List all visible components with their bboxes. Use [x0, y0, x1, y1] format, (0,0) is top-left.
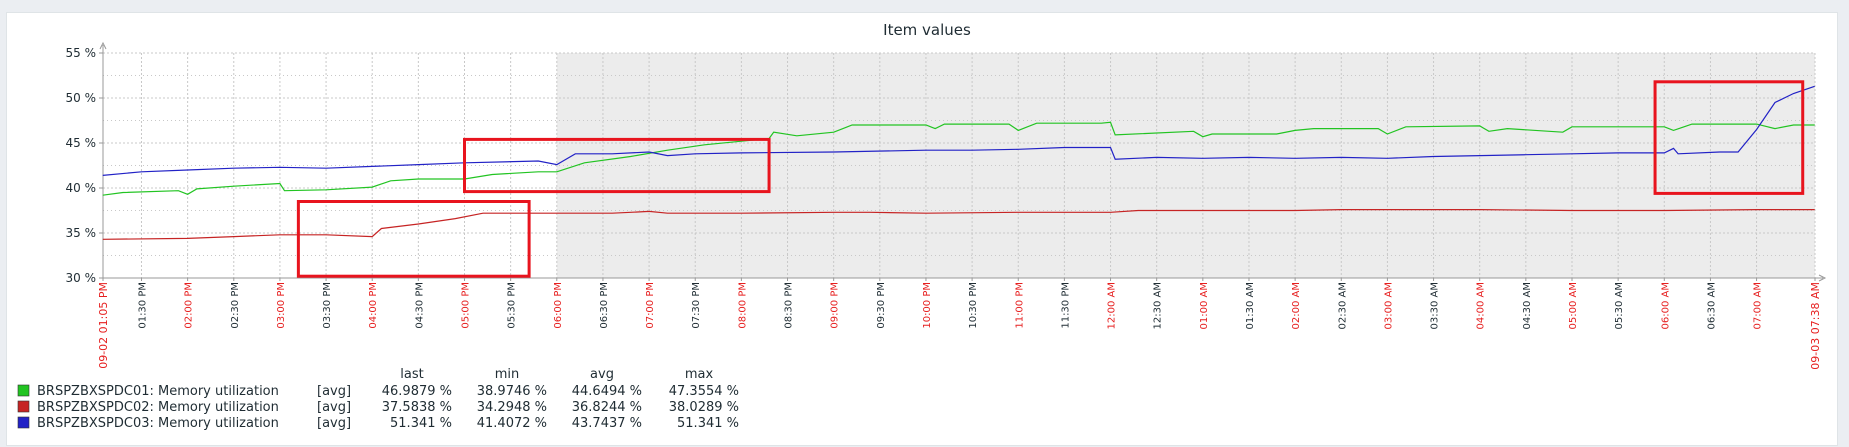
x-tick-label: 10:30 PM: [968, 282, 979, 329]
x-tick-label: 12:30 AM: [1153, 282, 1164, 329]
highlight-box-2: [463, 137, 771, 194]
legend-header-last: last: [400, 367, 423, 382]
x-tick-label: 11:00 PM: [1014, 282, 1025, 329]
y-tick-label: 35 %: [66, 226, 97, 240]
legend-header-avg: avg: [590, 367, 614, 382]
x-tick-label: 05:30 PM: [507, 282, 518, 329]
x-tick-label: 04:00 AM: [1476, 282, 1487, 329]
legend: last min avg max BRSPZBXSPDC01: Memory u…: [17, 367, 739, 431]
legend-item-name: BRSPZBXSPDC01: Memory utilization: [37, 384, 279, 399]
legend-item-func: [avg]: [317, 384, 351, 399]
x-tick-label: 03:00 AM: [1383, 282, 1394, 329]
x-tick-label: 01:00 AM: [1199, 282, 1210, 329]
x-tick-label: 10:00 PM: [922, 282, 933, 329]
chart-title: Item values: [883, 21, 971, 39]
y-tick-label: 50 %: [66, 91, 97, 105]
x-tick-label: 11:30 PM: [1060, 282, 1071, 329]
legend-item-max: 38.0289 %: [669, 400, 739, 415]
legend-swatch: [17, 384, 30, 397]
legend-item-avg: 36.8244 %: [572, 400, 642, 415]
legend-item-min: 41.4072 %: [477, 416, 547, 431]
x-tick-label: 03:30 AM: [1430, 282, 1441, 329]
x-tick-label: 03:00 PM: [276, 282, 287, 329]
x-tick-label: 02:30 AM: [1337, 282, 1348, 329]
x-tick-label: 03:30 PM: [322, 282, 333, 329]
legend-item-last: 46.9879 %: [382, 384, 452, 399]
x-axis-arrow: [1818, 274, 1827, 282]
series-line-2: [102, 209, 1815, 240]
x-axis-ticks: 09-02 01:05 PM 01:30 PM 02:00 PM 02:30 PM 03…: [97, 278, 1822, 370]
legend-item-min: 34.2948 %: [477, 400, 547, 415]
legend-swatch: [17, 416, 30, 429]
x-tick-label: 06:30 PM: [599, 282, 610, 329]
series-line-1: [102, 121, 1815, 196]
x-tick-label: 07:00 AM: [1753, 282, 1764, 329]
legend-rows: BRSPZBXSPDC01: Memory utilization [avg] 46…: [17, 384, 739, 431]
x-tick-label: 06:30 AM: [1706, 282, 1717, 329]
x-tick-label: 08:00 PM: [737, 282, 748, 329]
memory-chart: Item values 55 % 50 % 45 % 40 % 35 % 30 % 09-…: [66, 21, 1827, 370]
x-tick-label: 08:30 PM: [784, 282, 795, 329]
highlight-box-1: [296, 200, 531, 278]
x-tick-label: 06:00 PM: [553, 282, 564, 329]
highlight-boxes: [296, 80, 1805, 278]
legend-swatch: [17, 400, 30, 413]
series-line-3: [102, 85, 1815, 176]
legend-item-func: [avg]: [317, 400, 351, 415]
x-tick-label: 02:30 PM: [230, 282, 241, 329]
legend-item-max: 47.3554 %: [669, 384, 739, 399]
y-tick-label: 40 %: [66, 181, 97, 195]
legend-item-avg: 43.7437 %: [572, 416, 642, 431]
x-tick-label: 02:00 PM: [184, 282, 195, 329]
night-shade: [556, 53, 1815, 278]
y-tick-label: 30 %: [66, 271, 97, 285]
x-tick-label: 12:00 AM: [1107, 282, 1118, 329]
x-tick-label: 04:00 PM: [368, 282, 379, 329]
x-tick-label: 09:00 PM: [830, 282, 841, 329]
series-lines: [102, 85, 1815, 240]
x-tick-label: 09-02 01:05 PM: [97, 282, 110, 369]
legend-item-name: BRSPZBXSPDC02: Memory utilization: [37, 400, 279, 415]
y-tick-label: 55 %: [66, 46, 97, 60]
x-tick-label: 04:30 AM: [1522, 282, 1533, 329]
legend-item-name: BRSPZBXSPDC03: Memory utilization: [37, 416, 279, 431]
x-tick-label: 06:00 AM: [1660, 282, 1671, 329]
x-tick-label: 01:30 AM: [1245, 282, 1256, 329]
legend-header-min: min: [495, 367, 520, 382]
x-tick-label: 05:30 AM: [1614, 282, 1625, 329]
x-tick-label: 09:30 PM: [876, 282, 887, 329]
x-tick-label: 05:00 AM: [1568, 282, 1579, 329]
x-tick-label: 07:30 PM: [691, 282, 702, 329]
legend-item-last: 51.341 %: [390, 416, 452, 431]
legend-item-last: 37.5838 %: [382, 400, 452, 415]
graph-panel: Item values 55 % 50 % 45 % 40 % 35 % 30 % 09-…: [6, 12, 1838, 446]
legend-header-max: max: [685, 367, 714, 382]
y-tick-label: 45 %: [66, 136, 97, 150]
y-axis-ticks: 55 % 50 % 45 % 40 % 35 % 30 %: [66, 46, 103, 285]
highlight-box-3: [1653, 80, 1805, 195]
y-axis-arrow: [99, 41, 107, 50]
shaded-region: [556, 53, 1815, 278]
legend-item-max: 51.341 %: [677, 416, 739, 431]
legend-item-min: 38.9746 %: [477, 384, 547, 399]
x-tick-label: 01:30 PM: [137, 282, 148, 329]
x-tick-label: 05:00 PM: [461, 282, 472, 329]
x-tick-label: 07:00 PM: [645, 282, 656, 329]
legend-item-func: [avg]: [317, 416, 351, 431]
x-tick-label: 02:00 AM: [1291, 282, 1302, 329]
x-tick-label: 04:30 PM: [414, 282, 425, 329]
x-tick-label: 09-03 07:38 AM: [1809, 282, 1822, 370]
legend-item-avg: 44.6494 %: [572, 384, 642, 399]
